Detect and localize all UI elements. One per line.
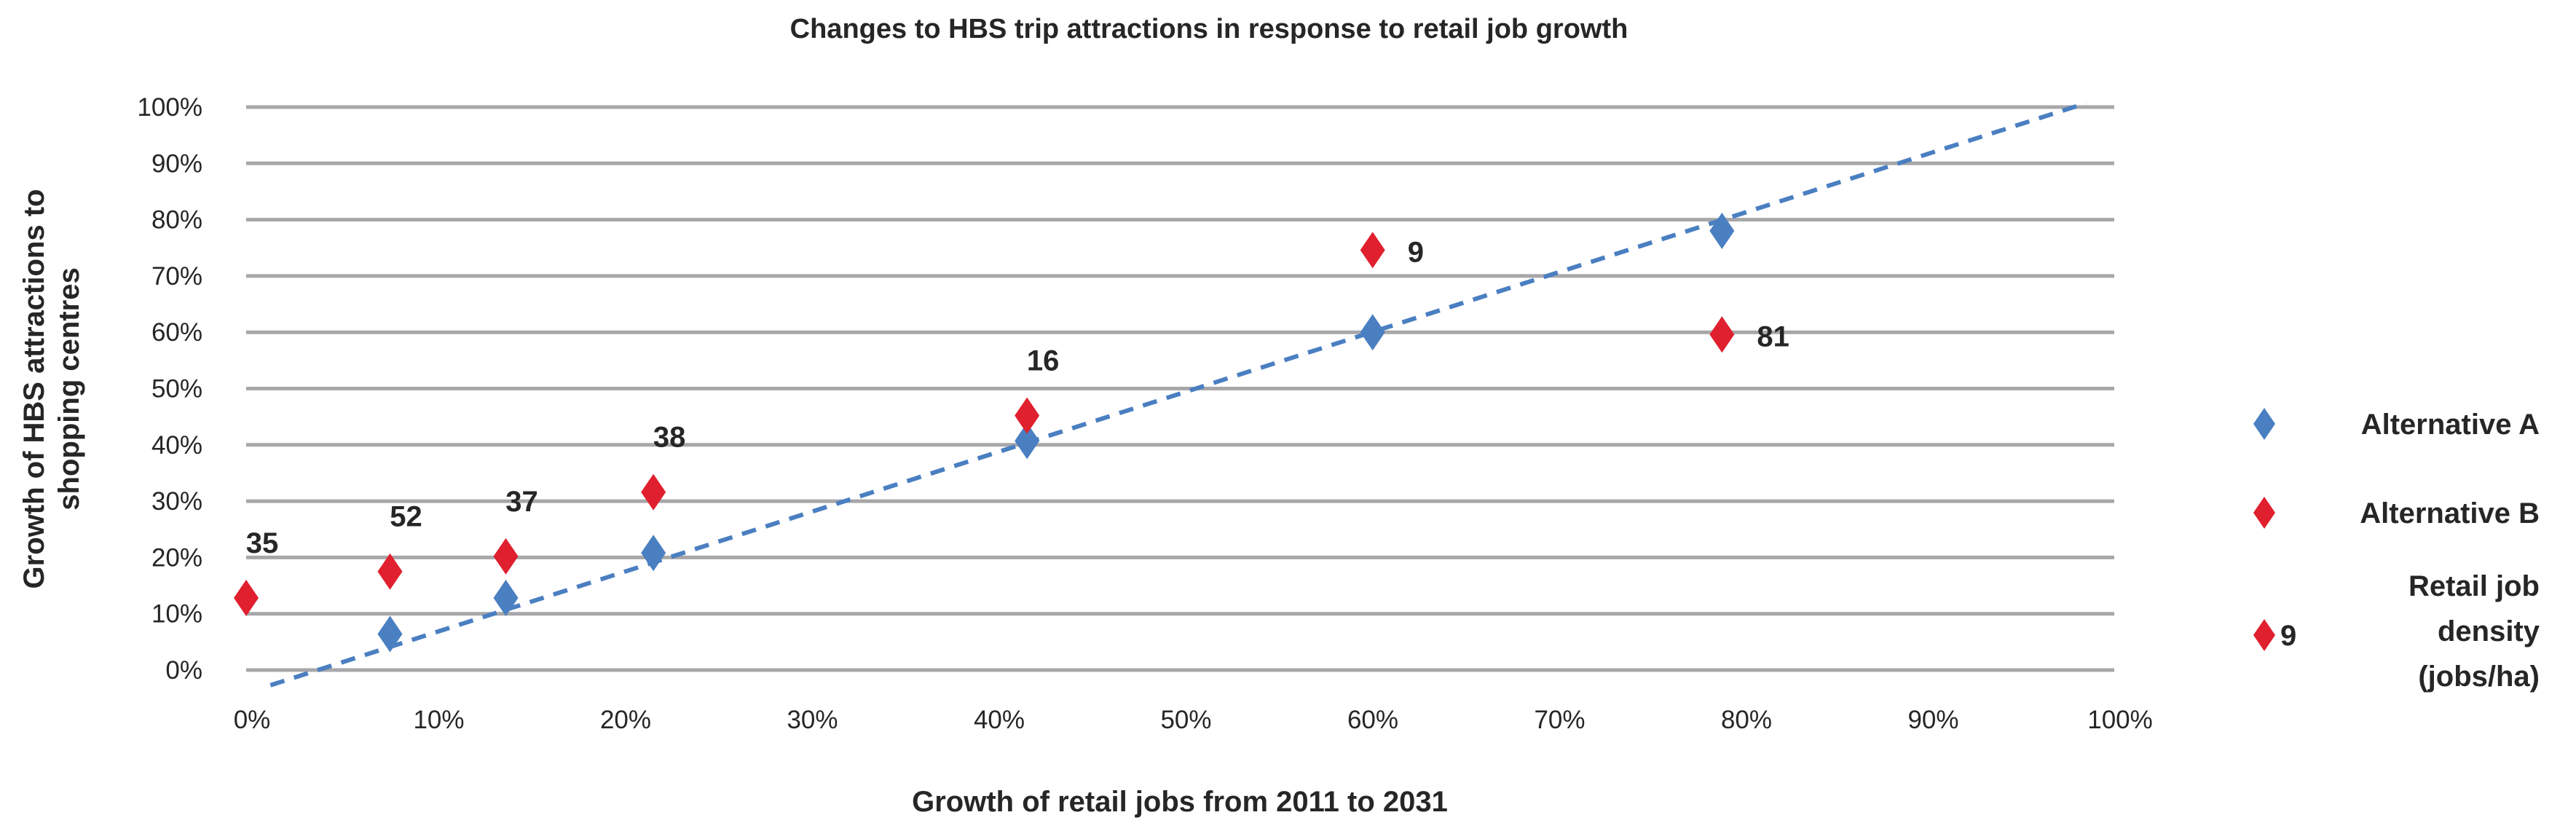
density-label: 16: [1027, 345, 1060, 377]
x-tick-label: 10%: [413, 706, 464, 734]
density-label: 37: [505, 486, 538, 518]
x-tick-label: 80%: [1721, 706, 1772, 734]
gridlines: [246, 105, 2114, 672]
legend-label-alternative-a: Alternative A: [2361, 409, 2540, 441]
legend-density-example: 9: [2280, 620, 2296, 652]
density-label: 52: [390, 501, 422, 533]
y-axis-title-line-1: Growth of HBS attractions to: [18, 189, 50, 589]
point-alternative-b: [641, 473, 666, 511]
x-tick-label: 60%: [1347, 706, 1398, 734]
density-label: 9: [1408, 236, 1424, 268]
density-label: 81: [1757, 320, 1789, 353]
legend-marker-alternative-b: [2253, 497, 2275, 529]
y-tick-label: 40%: [151, 431, 202, 460]
x-axis-title: Growth of retail jobs from 2011 to 2031: [912, 786, 1448, 818]
x-tick-label: 30%: [787, 706, 838, 734]
legend-label-alternative-b: Alternative B: [2360, 497, 2540, 529]
point-alternative-b: [1360, 232, 1385, 269]
density-label: 38: [653, 422, 686, 454]
y-tick-label: 30%: [151, 487, 202, 516]
x-tick-label: 20%: [600, 706, 651, 734]
x-tick-label: 100%: [2087, 706, 2153, 734]
trendline-group: [269, 101, 2087, 688]
y-tick-label: 20%: [151, 543, 202, 572]
point-alternative-a: [377, 615, 403, 653]
x-tick-label: 50%: [1160, 706, 1211, 734]
y-tick-label: 0%: [165, 656, 202, 685]
y-tick-label: 60%: [151, 318, 202, 347]
legend-density-line-1: Retail job: [2408, 570, 2540, 602]
data-points: [234, 213, 1735, 653]
point-alternative-a: [641, 535, 666, 572]
x-tick-label: 40%: [974, 706, 1025, 734]
y-axis-title-line-2: shopping centres: [53, 267, 85, 510]
y-tick-label: 10%: [151, 600, 202, 629]
x-tick-label: 90%: [1907, 706, 1958, 734]
point-alternative-a: [493, 580, 519, 617]
y-tick-label: 50%: [151, 375, 202, 403]
x-tick-label: 70%: [1534, 706, 1585, 734]
y-tick-labels: 0% 10% 20% 30% 40% 50% 60% 70% 80% 90% 100%: [137, 93, 202, 685]
y-axis-title: Growth of HBS attractions to shopping ce…: [18, 189, 85, 589]
legend: Alternative A Alternative B 9 Retail job…: [2253, 408, 2540, 693]
density-label: 35: [246, 527, 279, 559]
y-tick-label: 90%: [151, 149, 202, 178]
point-alternative-b: [493, 537, 519, 575]
legend-density-line-3: (jobs/ha): [2418, 661, 2540, 693]
legend-marker-alternative-a: [2253, 408, 2275, 440]
point-alternative-b: [377, 553, 403, 590]
x-tick-labels: 0% 10% 20% 30% 40% 50% 60% 70% 80% 90% 100%: [234, 706, 2153, 734]
x-tick-label: 0%: [234, 706, 271, 734]
point-alternative-b: [234, 580, 259, 617]
point-alternative-a: [1360, 314, 1385, 351]
y-tick-label: 80%: [151, 206, 202, 235]
y-tick-label: 100%: [137, 93, 202, 122]
y-tick-label: 70%: [151, 262, 202, 291]
legend-marker-density: [2253, 619, 2275, 651]
point-alternative-a: [1709, 213, 1735, 250]
point-alternative-a: [1015, 422, 1040, 460]
trendline: [269, 101, 2087, 688]
chart-title: Changes to HBS trip attractions in respo…: [790, 14, 1628, 44]
point-alternative-b: [1015, 397, 1040, 434]
legend-density-line-2: density: [2438, 615, 2540, 647]
data-labels: 35 52 37 38 16 9 81: [246, 236, 1789, 559]
point-alternative-b: [1709, 316, 1735, 353]
